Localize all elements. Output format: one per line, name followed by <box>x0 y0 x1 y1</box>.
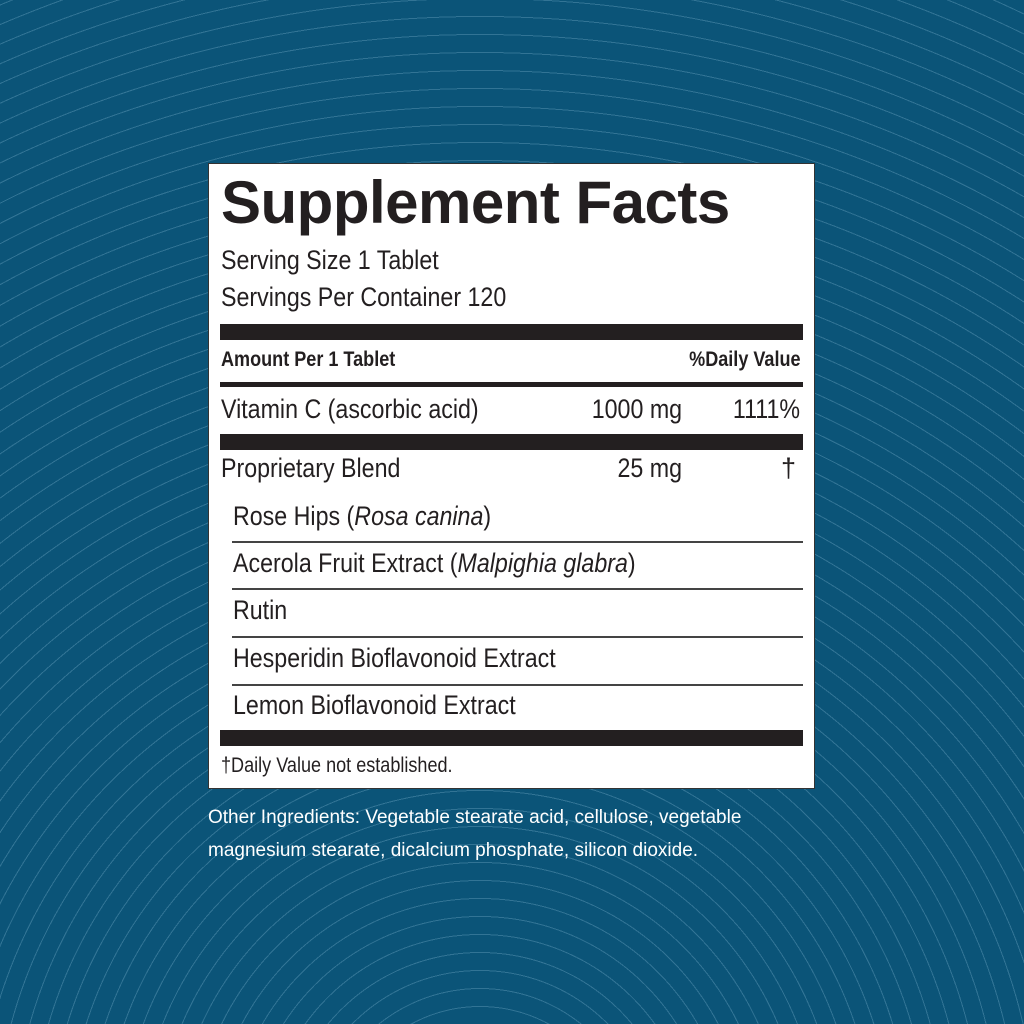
vitamin-c-dv: 1111% <box>732 394 800 424</box>
thick-divider <box>220 434 803 450</box>
header-amount-text: Amount Per 1 Tablet <box>221 348 396 371</box>
servings-per-container-text: Servings Per Container 120 <box>221 282 507 312</box>
nutrient-name: Vitamin C (ascorbic acid) <box>221 394 521 425</box>
serving-size-text: Serving Size 1 Tablet <box>221 245 439 275</box>
header-daily-value-text: %Daily Value <box>689 348 801 371</box>
item-common: Acerola Fruit Extract ( <box>233 548 458 578</box>
thin-divider <box>232 636 803 638</box>
blend-name: Proprietary Blend <box>221 453 430 484</box>
blend-item: Lemon Bioflavonoid Extract <box>233 690 562 721</box>
nutrient-amount: 1000 mg <box>577 394 682 425</box>
blend-item: Rutin <box>233 595 296 626</box>
vitamin-c-amount: 1000 mg <box>591 394 682 424</box>
blend-item: Rose Hips (Rosa canina) <box>233 501 533 532</box>
servings-per-container: Servings Per Container 120 <box>221 282 553 313</box>
blend-name-text: Proprietary Blend <box>221 453 401 483</box>
item-latin: Rosa canina <box>354 501 484 531</box>
supplement-facts-label: Supplement Facts Serving Size 1 Tablet S… <box>208 163 815 789</box>
item-common: Rutin <box>233 595 288 625</box>
item-common: Rose Hips ( <box>233 501 355 531</box>
blend-amount-text: 25 mg <box>617 453 682 483</box>
thin-divider <box>232 588 803 590</box>
vitamin-c-name: Vitamin C (ascorbic acid) <box>221 394 479 424</box>
item-latin: Malpighia glabra <box>457 548 628 578</box>
blend-dv: † <box>781 453 796 484</box>
header-amount: Amount Per 1 Tablet <box>221 348 424 372</box>
blend-item: Hesperidin Bioflavonoid Extract <box>233 643 608 674</box>
blend-dv-text: † <box>780 453 796 483</box>
medium-divider <box>220 382 803 387</box>
thick-divider <box>220 324 803 340</box>
footnote-text: †Daily Value not established. <box>221 754 453 777</box>
item-common: Lemon Bioflavonoid Extract <box>233 690 516 720</box>
blend-amount: 25 mg <box>607 453 682 484</box>
blend-item: Acerola Fruit Extract (Malpighia glabra) <box>233 548 701 579</box>
footnote: †Daily Value not established. <box>221 754 490 778</box>
item-close: ) <box>627 548 636 578</box>
item-common: Hesperidin Bioflavonoid Extract <box>233 643 556 673</box>
nutrient-dv: 1111% <box>722 394 800 425</box>
serving-size: Serving Size 1 Tablet <box>221 245 474 276</box>
thick-divider <box>220 730 803 746</box>
label-title: Supplement Facts <box>221 169 730 236</box>
item-close: ) <box>483 501 492 531</box>
other-ingredients: Other Ingredients: Vegetable stearate ac… <box>208 807 742 861</box>
thin-divider <box>232 684 803 686</box>
header-daily-value: %Daily Value <box>671 348 801 372</box>
thin-divider <box>232 541 803 543</box>
